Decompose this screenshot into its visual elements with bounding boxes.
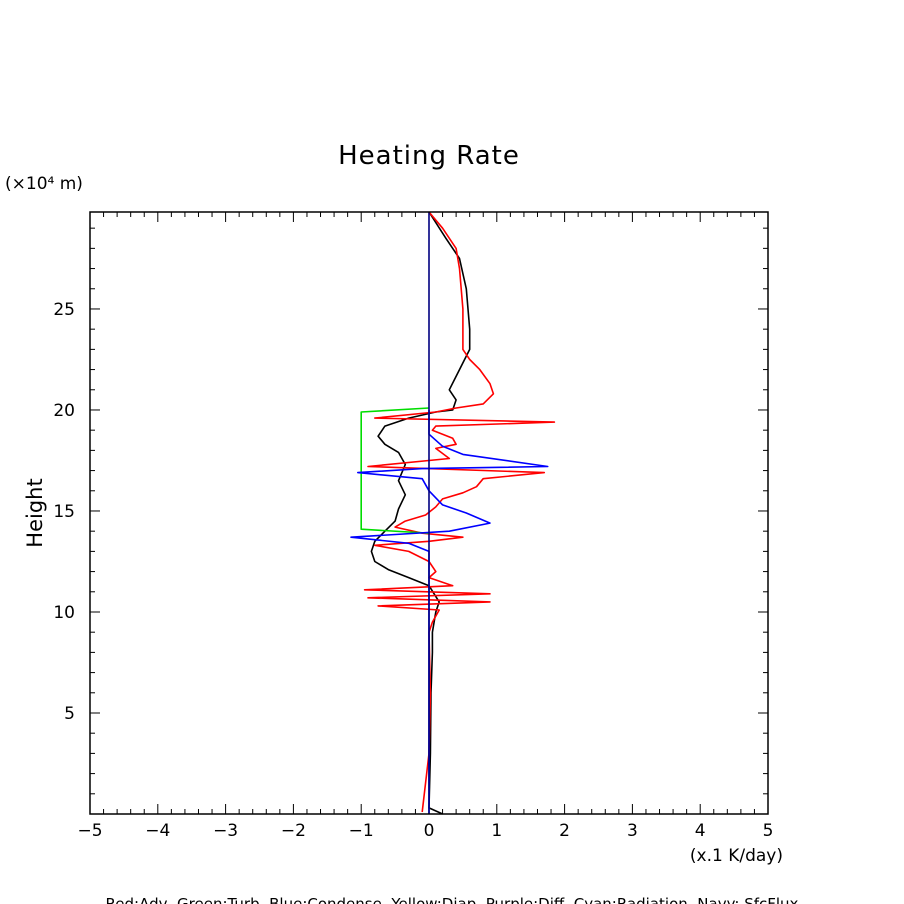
tick-labels: −5 −4 −3 −2 −1 0 1 2 3 4 5 5 10 15 20 25 bbox=[53, 300, 773, 841]
x-tick-label: −1 bbox=[349, 821, 374, 841]
x-tick-label: −4 bbox=[145, 821, 170, 841]
y-tick-label: 5 bbox=[64, 704, 75, 724]
y-tick-label: 25 bbox=[53, 300, 75, 320]
y-tick-label: 20 bbox=[53, 401, 75, 421]
blue-series-line bbox=[350, 410, 549, 814]
x-tick-label: −2 bbox=[281, 821, 306, 841]
chart-title: Heating Rate bbox=[338, 141, 520, 171]
x-tick-label: 5 bbox=[763, 821, 774, 841]
x-tick-label: 1 bbox=[491, 821, 502, 841]
y-tick-label: 10 bbox=[53, 603, 75, 623]
green-series-line bbox=[360, 407, 430, 534]
x-tick-label: −5 bbox=[77, 821, 102, 841]
axis-ticks bbox=[89, 212, 769, 814]
x-tick-label: 2 bbox=[559, 821, 570, 841]
black-series-line bbox=[370, 211, 471, 815]
legend-caption: Red:Adv, Green:Turb, Blue:Condense, Yell… bbox=[106, 895, 799, 904]
y-axis-label: Height bbox=[23, 478, 47, 547]
y-tick-label: 15 bbox=[53, 502, 75, 522]
series-layer bbox=[350, 211, 556, 815]
x-tick-label: −3 bbox=[213, 821, 238, 841]
x-tick-label: 0 bbox=[424, 821, 435, 841]
y-unit-label: (×10⁴ m) bbox=[5, 174, 83, 194]
red-series-line bbox=[363, 211, 556, 813]
x-unit-label: (x.1 K/day) bbox=[690, 846, 783, 866]
plot-frame bbox=[89, 211, 769, 815]
x-tick-label: 4 bbox=[695, 821, 706, 841]
x-tick-label: 3 bbox=[627, 821, 638, 841]
